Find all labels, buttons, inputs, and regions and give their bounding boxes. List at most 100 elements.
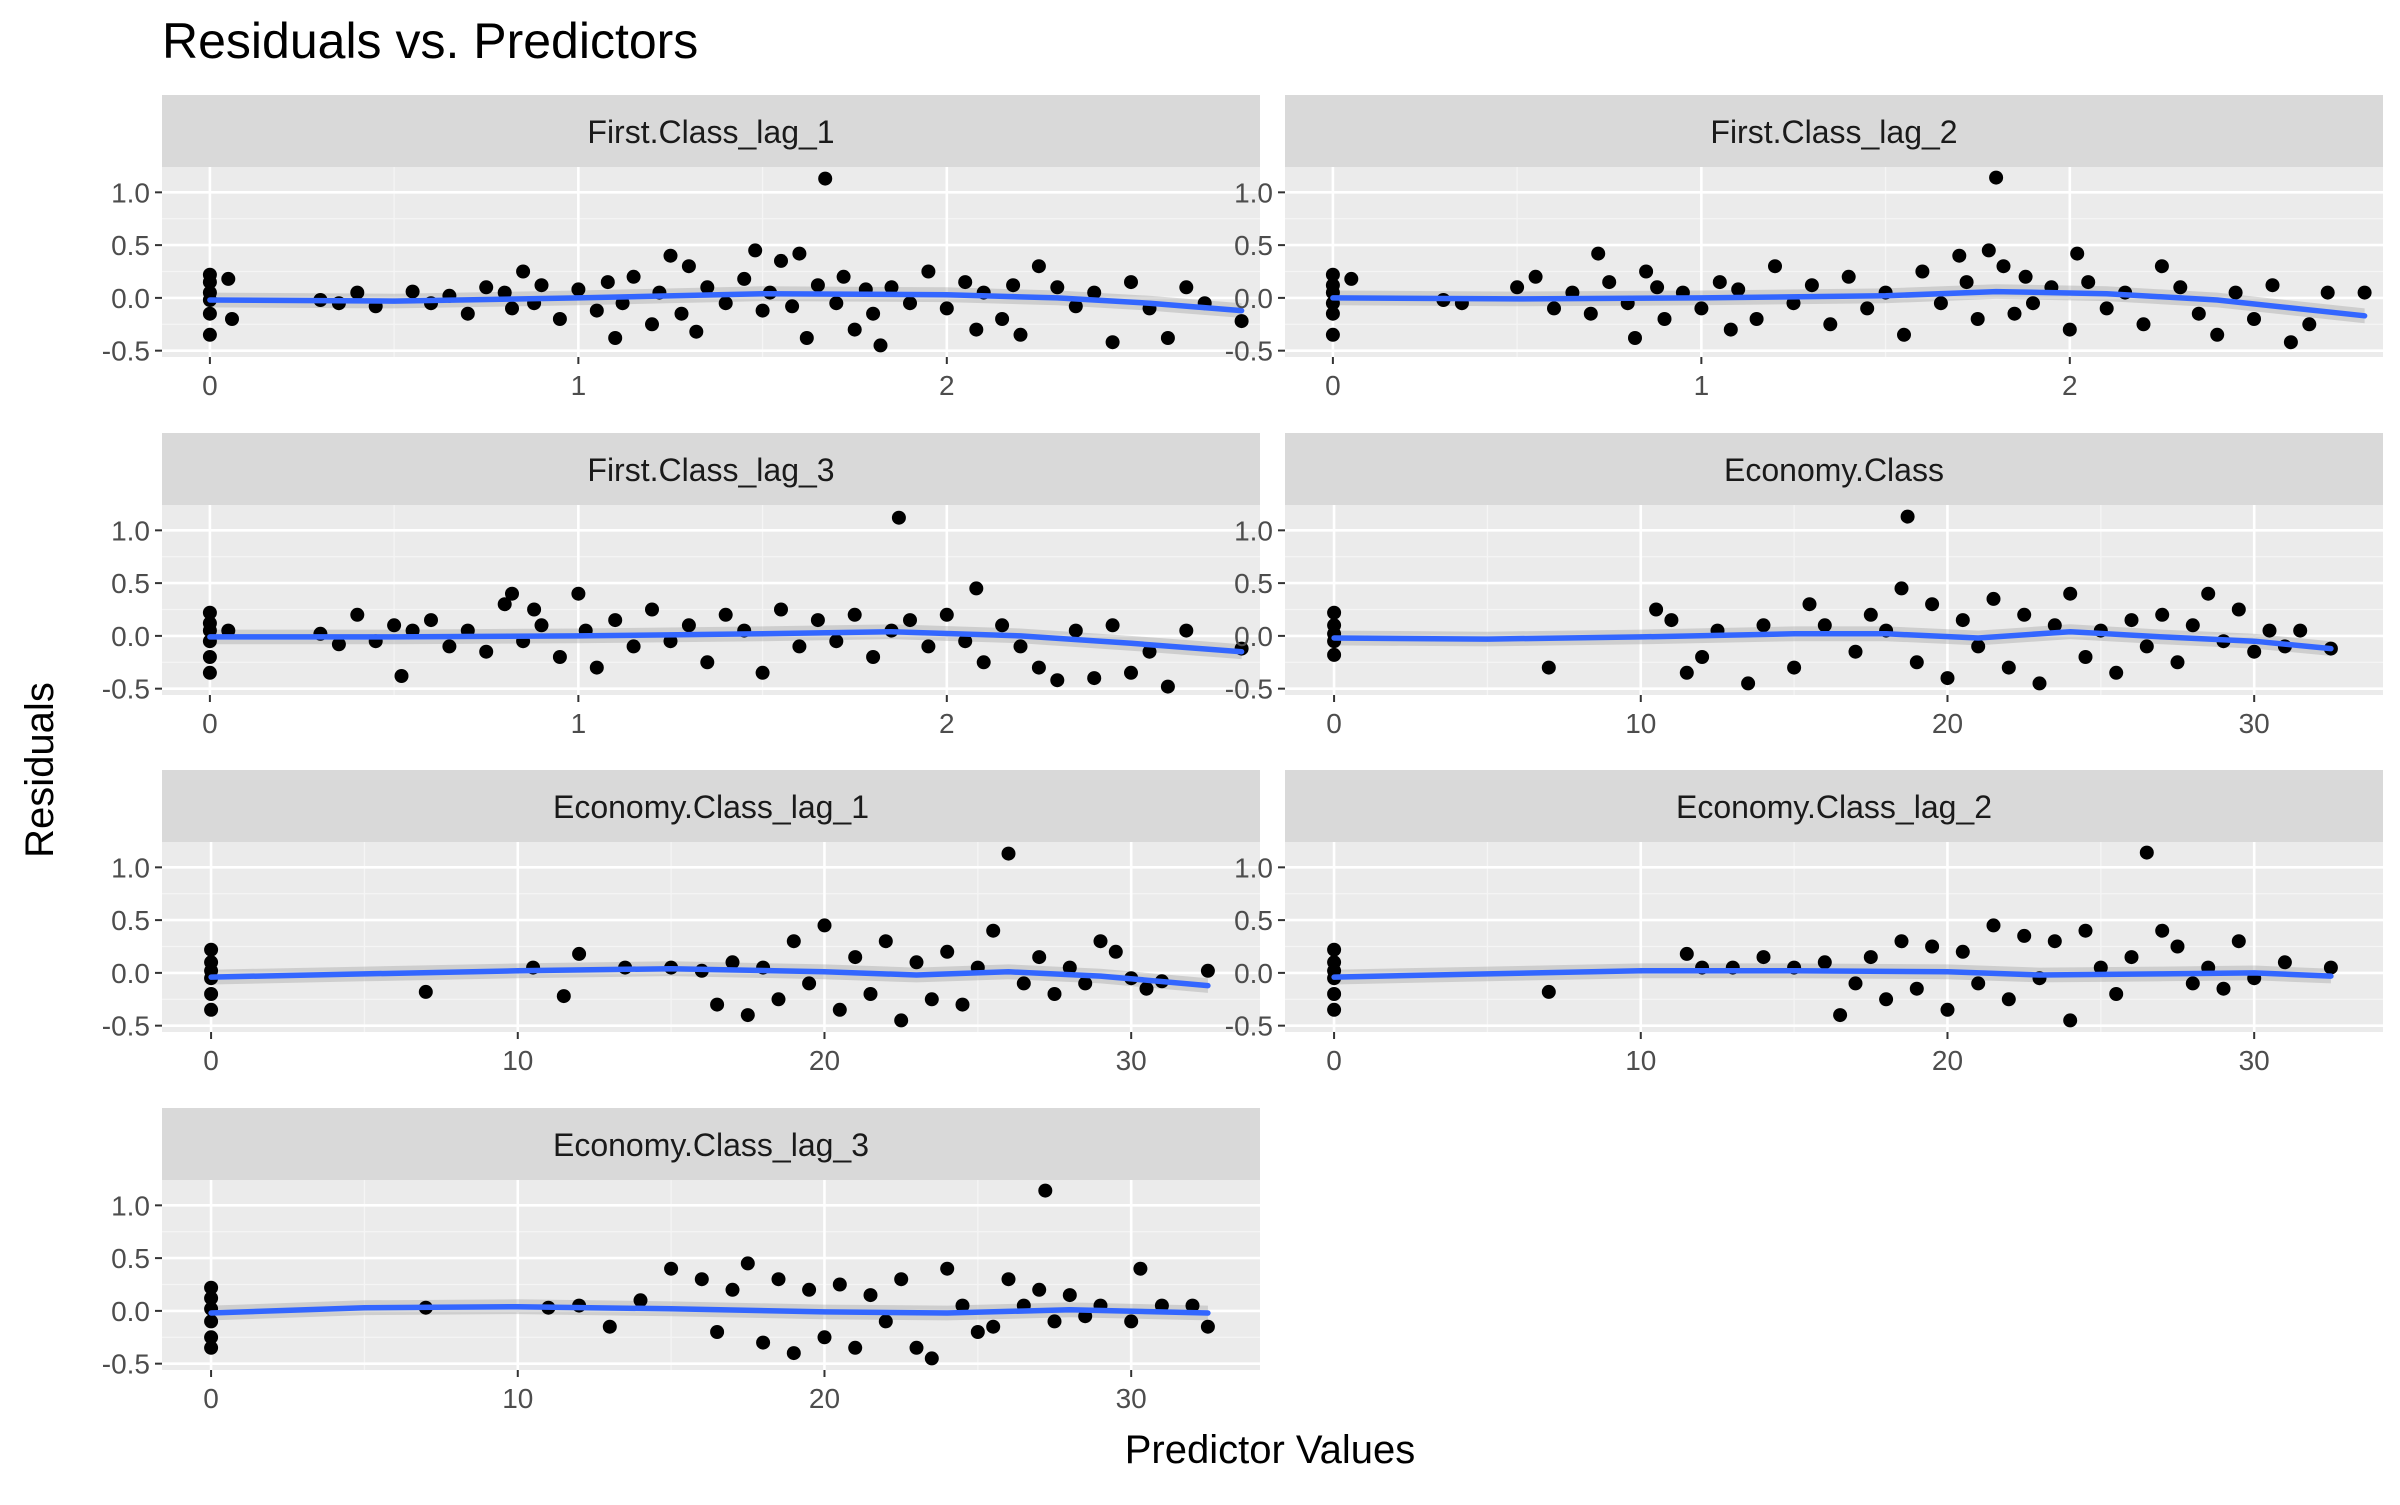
data-point [1327, 942, 1342, 957]
data-point [836, 269, 851, 284]
data-point [1833, 1008, 1848, 1023]
data-point [1234, 314, 1249, 329]
data-point [204, 942, 219, 957]
data-point [689, 324, 704, 339]
data-point [225, 312, 239, 326]
data-point [556, 989, 571, 1004]
data-point [2277, 955, 2292, 970]
data-point [924, 1351, 939, 1366]
smooth-line [208, 965, 1211, 989]
data-point [2124, 950, 2139, 965]
data-point [1787, 660, 1802, 675]
data-point [2139, 845, 2154, 860]
facet-strip-label: First.Class_lag_3 [587, 452, 834, 488]
data-point [1955, 613, 1970, 628]
data-point [958, 275, 973, 290]
facet-strip [1285, 770, 2383, 842]
data-point [740, 1008, 755, 1023]
data-point [1105, 618, 1120, 633]
data-point [909, 955, 924, 970]
y-tick-label: 0.0 [111, 958, 150, 989]
data-point [771, 992, 786, 1007]
data-point [1062, 1288, 1077, 1303]
data-point [1741, 676, 1756, 691]
data-point [756, 1335, 771, 1350]
data-point [1510, 280, 1525, 295]
data-point [571, 282, 586, 297]
data-point [1897, 327, 1911, 342]
data-point [1050, 673, 1065, 688]
data-point [829, 634, 844, 649]
data-point [1087, 671, 1102, 686]
data-point [1032, 1282, 1047, 1297]
y-tick-label: 0.5 [111, 568, 150, 599]
data-point [1547, 301, 1561, 316]
data-point [1050, 280, 1065, 295]
facet-first-class-lag-2: First.Class_lag_2 -0.5 0.0 0.5 1.0 0 1 2 [1225, 95, 2383, 401]
data-point [921, 639, 936, 654]
data-point [799, 331, 814, 345]
data-point [1756, 950, 1771, 965]
data-point [1108, 944, 1123, 959]
data-point [755, 665, 770, 680]
data-point [204, 987, 219, 1001]
data-point [1583, 306, 1598, 321]
data-point [710, 1325, 725, 1339]
data-point [1695, 650, 1710, 664]
data-point [202, 605, 217, 620]
data-point [202, 306, 217, 321]
data-point [1863, 950, 1878, 965]
facet-strip [162, 1108, 1260, 1180]
data-point [1124, 665, 1138, 680]
data-point [2154, 259, 2169, 274]
data-point [1817, 618, 1832, 633]
data-point [863, 1288, 878, 1303]
data-point [700, 280, 715, 295]
data-point [718, 296, 733, 311]
data-point [405, 284, 420, 299]
data-point [829, 296, 844, 311]
smooth-line [1331, 968, 2334, 980]
data-point [2231, 602, 2246, 617]
data-point [725, 1282, 740, 1297]
data-point [1001, 1272, 1016, 1287]
data-point [2063, 586, 2078, 601]
y-axis-label: Residuals [18, 682, 62, 858]
data-point [424, 613, 438, 628]
data-point [1802, 597, 1817, 612]
facet-strip-label: First.Class_lag_2 [1710, 114, 1957, 150]
data-point [674, 306, 689, 321]
smooth-line [207, 628, 1245, 655]
data-point [534, 618, 549, 633]
data-point [955, 1298, 970, 1313]
facet-panels: First.Class_lag_1-0.50.00.51.00 1 2First.C… [102, 95, 2383, 1414]
data-point [832, 1277, 847, 1292]
data-point [552, 312, 567, 326]
data-point [608, 613, 623, 628]
data-point [969, 322, 984, 337]
chart-title: Residuals vs. Predictors [162, 13, 698, 69]
data-point [331, 637, 346, 652]
data-point [785, 299, 800, 314]
facet-strip [1285, 433, 2383, 505]
data-point [2136, 317, 2151, 332]
y-tick-label: -0.5 [102, 674, 150, 705]
x-tick-label: 0 [1326, 1045, 1342, 1076]
data-point [2047, 618, 2062, 633]
data-point [847, 322, 862, 337]
data-point [1160, 679, 1175, 694]
data-point [2109, 665, 2124, 680]
data-point [1327, 647, 1342, 662]
data-point [958, 634, 973, 649]
y-tick-label: -0.5 [102, 1011, 150, 1042]
data-point [940, 1261, 955, 1276]
data-point [350, 607, 365, 622]
data-point [1528, 269, 1543, 284]
data-point [664, 1261, 679, 1276]
smooth-line [1330, 288, 2368, 319]
data-point [1031, 259, 1046, 274]
data-point [1124, 1314, 1139, 1329]
data-point [1142, 644, 1157, 659]
